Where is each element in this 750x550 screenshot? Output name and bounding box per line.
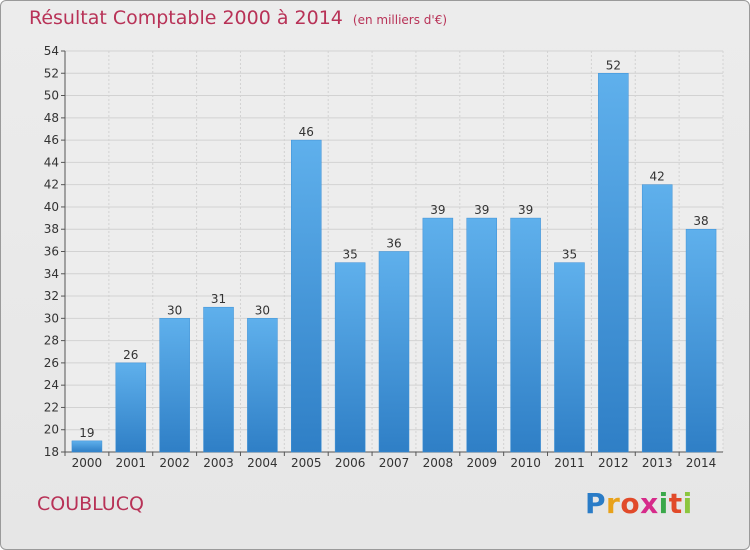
x-tick-label: 2003: [203, 456, 234, 470]
data-labels: 19 26 30 31 30 46 35 36 39 39 39 35 52 42 38: [79, 58, 708, 440]
bar: [291, 139, 322, 453]
data-label: 38: [693, 214, 708, 228]
data-label: 39: [518, 203, 533, 217]
bar: [641, 184, 673, 453]
bar: [247, 318, 278, 453]
bar: [159, 318, 190, 453]
x-tick-label: 2010: [510, 456, 541, 470]
y-tick-label: 54: [44, 44, 59, 58]
y-tick-label: 22: [44, 400, 59, 414]
data-label: 52: [606, 58, 621, 72]
data-label: 19: [79, 426, 94, 440]
chart-title: Résultat Comptable 2000 à 2014 (en millie…: [29, 7, 447, 29]
y-tick-label: 34: [44, 267, 59, 281]
x-tick-label: 2007: [379, 456, 410, 470]
x-tick-label: 2011: [554, 456, 585, 470]
bar: [334, 262, 366, 453]
chart-title-text: Résultat Comptable 2000 à 2014: [29, 7, 343, 29]
y-tick-label: 26: [44, 356, 59, 370]
x-tick-label: 2000: [72, 456, 103, 470]
data-label: 30: [255, 303, 270, 317]
y-tick-label: 20: [44, 423, 59, 437]
x-tick-label: 2009: [466, 456, 497, 470]
data-label: 36: [386, 237, 401, 251]
bar: [71, 440, 103, 453]
chart-subtitle: (en milliers d'€): [352, 13, 448, 27]
data-label: 39: [474, 203, 489, 217]
y-tick-label: 24: [44, 378, 59, 392]
y-tick-label: 36: [44, 245, 59, 259]
data-label: 26: [123, 348, 138, 362]
x-tick-label: 2014: [686, 456, 717, 470]
y-tick-label: 30: [44, 311, 59, 325]
data-label: 35: [342, 248, 357, 262]
data-label: 35: [562, 248, 577, 262]
bar: [422, 217, 454, 453]
y-tick-label: 44: [44, 155, 59, 169]
data-label: 42: [650, 170, 665, 184]
y-tick-label: 42: [44, 178, 59, 192]
y-tick-label: 46: [44, 133, 59, 147]
y-tick-label: 52: [44, 66, 59, 80]
bar: [115, 362, 147, 453]
x-tick-label: 2013: [642, 456, 673, 470]
y-tick-label: 38: [44, 222, 59, 236]
bar: [598, 73, 629, 453]
x-tick-label: 2002: [159, 456, 190, 470]
data-label: 30: [167, 303, 182, 317]
x-tick-label: 2006: [335, 456, 366, 470]
y-tick-label: 50: [44, 89, 59, 103]
bar: [510, 217, 541, 453]
y-tick-label: 28: [44, 334, 59, 348]
axes: 18 20 22 24 26 28 30 32 34 36 38 40 42 44 46 48 50 52 54 20…: [44, 44, 723, 470]
y-tick-label: 32: [44, 289, 59, 303]
x-tick-label: 2005: [291, 456, 322, 470]
x-tick-label: 2004: [247, 456, 278, 470]
x-tick-label: 2012: [598, 456, 629, 470]
place-name: COUBLUCQ: [37, 493, 144, 515]
bar: [685, 228, 717, 453]
bar: [554, 262, 585, 453]
data-label: 39: [430, 203, 445, 217]
x-tick-label: 2001: [116, 456, 147, 470]
bar: [203, 306, 234, 453]
data-label: 46: [299, 125, 314, 139]
x-tick-label: 2008: [423, 456, 454, 470]
y-tick-label: 18: [44, 445, 59, 459]
data-label: 31: [211, 292, 226, 306]
y-tick-label: 40: [44, 200, 59, 214]
proxiti-logo[interactable]: Proxiti: [585, 487, 693, 520]
bars: [71, 73, 717, 453]
y-tick-label: 48: [44, 111, 59, 125]
bar: [466, 217, 497, 453]
bar: [378, 251, 410, 453]
